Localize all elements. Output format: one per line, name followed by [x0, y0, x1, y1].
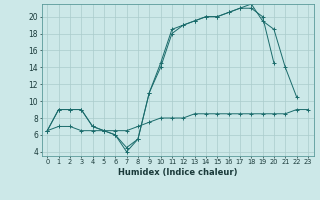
X-axis label: Humidex (Indice chaleur): Humidex (Indice chaleur)	[118, 168, 237, 177]
